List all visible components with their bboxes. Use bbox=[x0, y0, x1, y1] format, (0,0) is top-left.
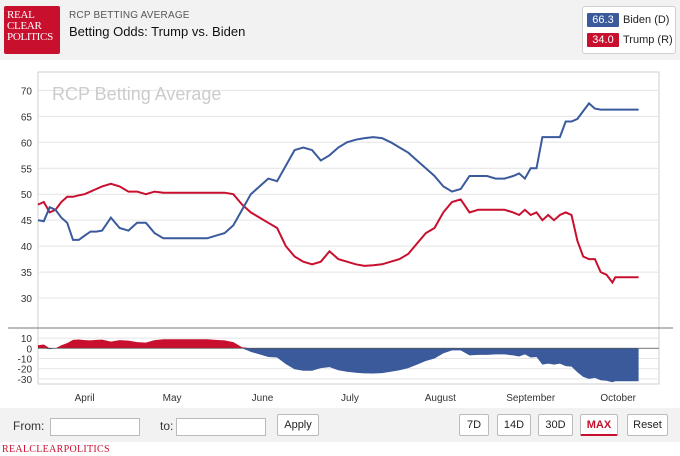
to-label: to: bbox=[160, 419, 174, 433]
chart-area: 30 35 40 45 50 55 60 65 70 10 0 -10 -20 -30 RCP Bettin… bbox=[4, 62, 676, 408]
logo-line-3: POLITICS bbox=[7, 31, 53, 43]
reset-button[interactable]: Reset bbox=[627, 414, 668, 436]
diff-y-tick-label: -10 bbox=[18, 354, 33, 365]
logo-line-1: REAL bbox=[7, 9, 35, 21]
main-y-tick-label: 30 bbox=[21, 294, 33, 305]
legend-item-trump[interactable]: 34.0 Trump (R) bbox=[587, 32, 673, 48]
main-y-tick-label: 65 bbox=[21, 112, 33, 123]
range-14d-button[interactable]: 14D bbox=[497, 414, 531, 436]
chart-header: REAL CLEAR POLITICS RCP BETTING AVERAGE … bbox=[0, 0, 680, 60]
from-label: From: bbox=[13, 419, 45, 433]
main-y-tick-label: 35 bbox=[21, 268, 33, 279]
legend-item-biden[interactable]: 66.3 Biden (D) bbox=[587, 12, 669, 28]
legend-value-biden: 66.3 bbox=[587, 13, 619, 27]
line-chart[interactable]: 30 35 40 45 50 55 60 65 70 100-10-20-30 RCP Bettin… bbox=[4, 62, 676, 408]
legend-label-trump: Trump (R) bbox=[623, 34, 673, 46]
series-line-biden bbox=[37, 101, 639, 241]
main-y-tick-label: 45 bbox=[21, 216, 33, 227]
x-tick-label: August bbox=[425, 393, 456, 404]
diff-y-tick-label: 10 bbox=[21, 334, 33, 345]
logo-line-2: CLEAR bbox=[7, 20, 42, 32]
legend-label-biden: Biden (D) bbox=[623, 14, 670, 26]
plot-frame bbox=[37, 71, 660, 385]
legend: 66.3 Biden (D) 34.0 Trump (R) bbox=[582, 6, 676, 54]
apply-button[interactable]: Apply bbox=[277, 414, 319, 436]
legend-value-trump: 34.0 bbox=[587, 33, 619, 47]
diff-y-tick-label: -20 bbox=[18, 365, 33, 376]
chart-watermark-title: RCP Betting Average bbox=[52, 84, 221, 104]
diff-area-biden-lead bbox=[38, 348, 639, 383]
main-y-tick-label: 70 bbox=[21, 86, 33, 97]
footer-brand: REALCLEARPOLITICS bbox=[2, 444, 110, 455]
to-date-input[interactable] bbox=[176, 418, 266, 436]
diff-y-tick-label: -30 bbox=[18, 375, 33, 386]
rcp-logo[interactable]: REAL CLEAR POLITICS bbox=[4, 6, 60, 54]
main-y-tick-label: 55 bbox=[21, 164, 33, 175]
date-range-controls: From: to: Apply 7D 14D 30D MAX Reset bbox=[0, 408, 680, 442]
range-30d-button[interactable]: 30D bbox=[538, 414, 573, 436]
x-tick-label: July bbox=[341, 393, 359, 404]
range-max-button[interactable]: MAX bbox=[580, 414, 618, 436]
main-y-tick-label: 60 bbox=[21, 138, 33, 149]
diff-area-trump-lead bbox=[38, 339, 639, 349]
x-tick-label: April bbox=[75, 393, 95, 404]
series-line-trump bbox=[37, 182, 639, 285]
diff-y-tick-label: 0 bbox=[26, 344, 32, 355]
x-tick-label: September bbox=[506, 393, 556, 404]
chart-subtitle: RCP BETTING AVERAGE bbox=[69, 10, 190, 21]
x-tick-label: May bbox=[163, 393, 182, 404]
main-y-tick-label: 50 bbox=[21, 190, 33, 201]
x-tick-label: June bbox=[252, 393, 274, 404]
main-y-tick-label: 40 bbox=[21, 242, 33, 253]
range-7d-button[interactable]: 7D bbox=[459, 414, 489, 436]
x-tick-label: October bbox=[600, 393, 636, 404]
from-date-input[interactable] bbox=[50, 418, 140, 436]
chart-title: Betting Odds: Trump vs. Biden bbox=[69, 24, 246, 39]
